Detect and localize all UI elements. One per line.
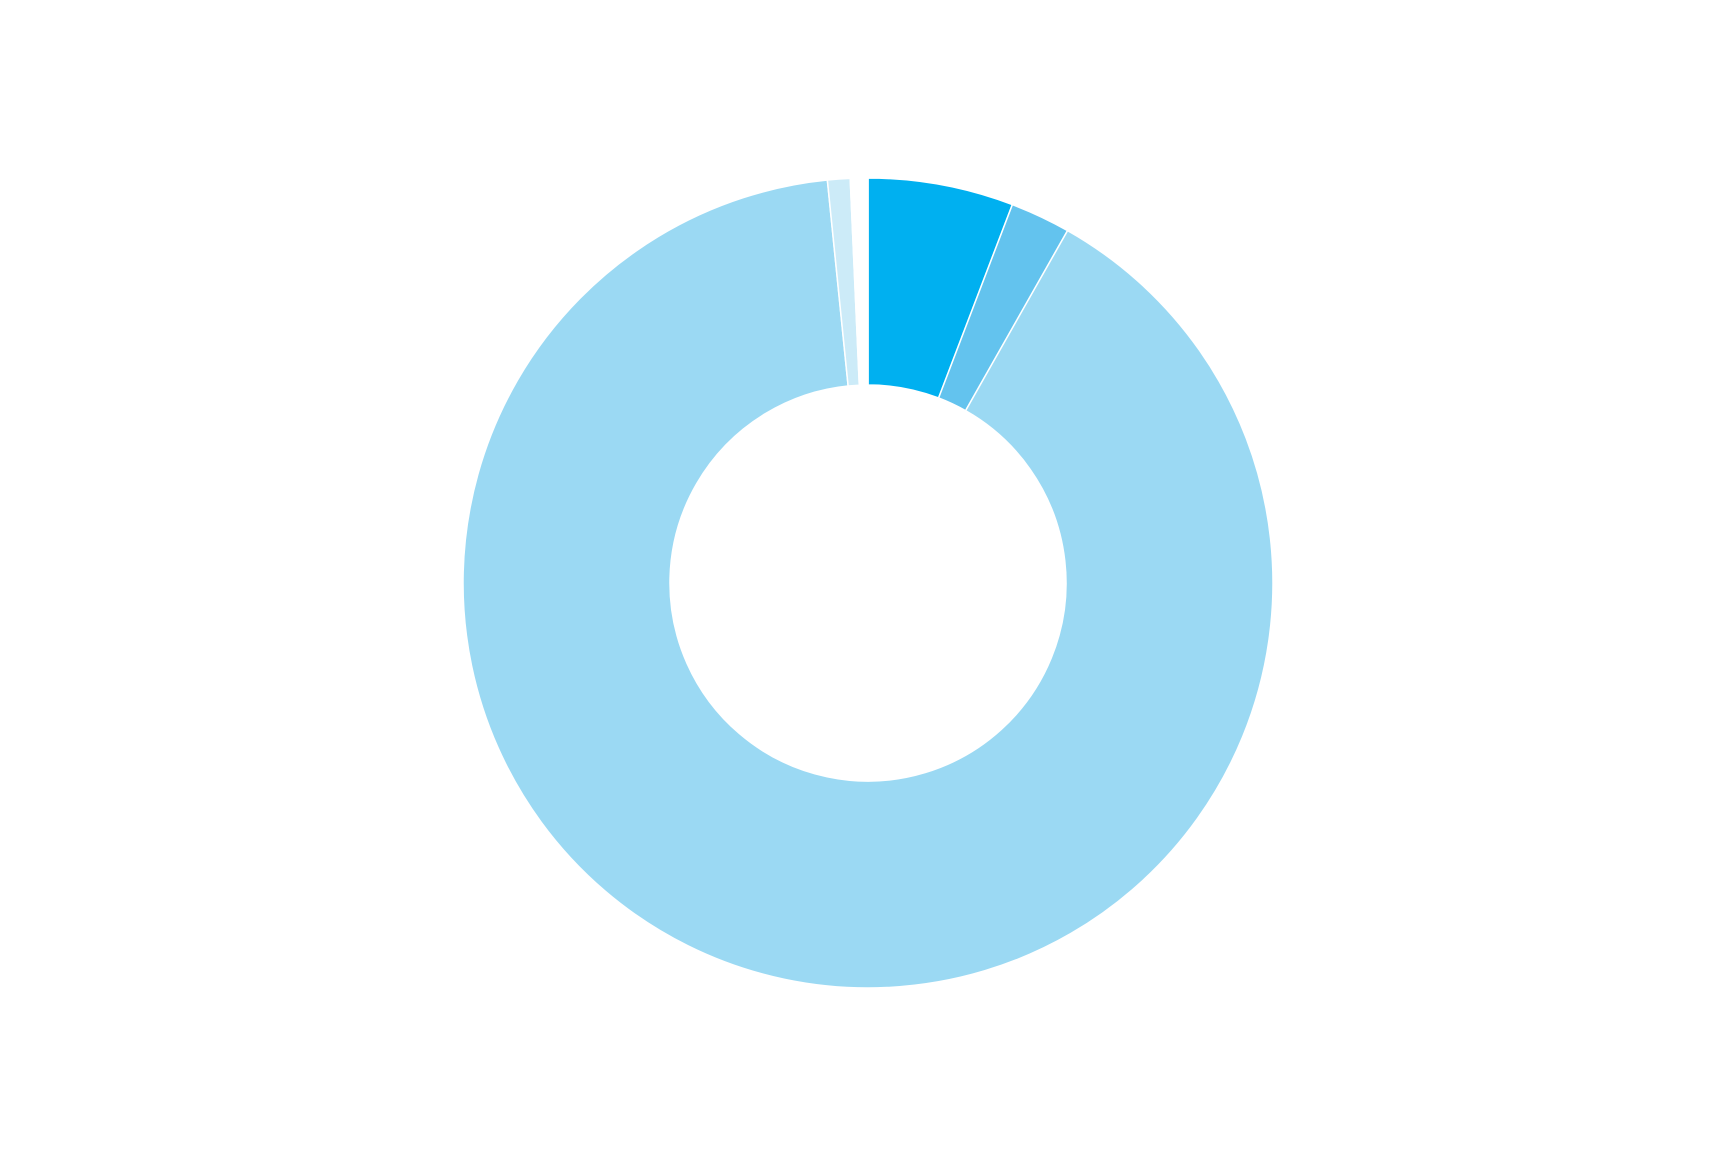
donut-slice-3	[462, 179, 1274, 989]
donut-slice-5	[849, 177, 869, 386]
